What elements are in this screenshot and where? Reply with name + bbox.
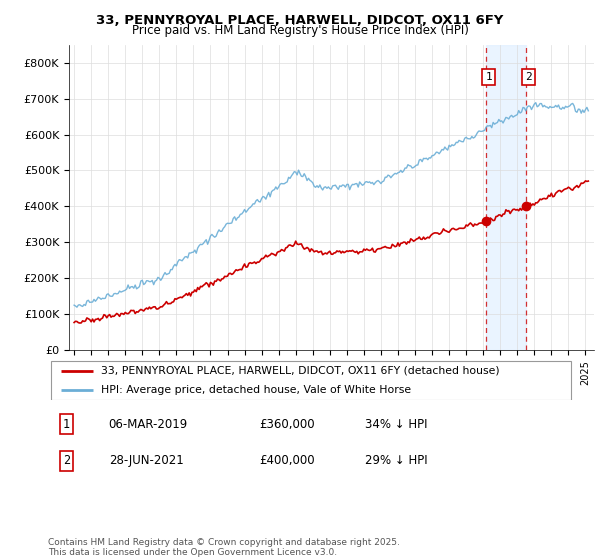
Text: 1: 1: [485, 72, 492, 82]
Text: £360,000: £360,000: [259, 418, 315, 431]
Text: 29% ↓ HPI: 29% ↓ HPI: [365, 454, 427, 468]
Text: 28-JUN-2021: 28-JUN-2021: [109, 454, 184, 468]
Text: HPI: Average price, detached house, Vale of White Horse: HPI: Average price, detached house, Vale…: [101, 385, 411, 394]
Text: 34% ↓ HPI: 34% ↓ HPI: [365, 418, 427, 431]
Text: Price paid vs. HM Land Registry's House Price Index (HPI): Price paid vs. HM Land Registry's House …: [131, 24, 469, 37]
Text: Contains HM Land Registry data © Crown copyright and database right 2025.
This d: Contains HM Land Registry data © Crown c…: [48, 538, 400, 557]
Text: 2: 2: [63, 454, 70, 468]
FancyBboxPatch shape: [50, 361, 571, 400]
Text: 33, PENNYROYAL PLACE, HARWELL, DIDCOT, OX11 6FY: 33, PENNYROYAL PLACE, HARWELL, DIDCOT, O…: [97, 14, 503, 27]
Text: 2: 2: [525, 72, 532, 82]
Text: 06-MAR-2019: 06-MAR-2019: [109, 418, 188, 431]
Bar: [486, 45, 526, 350]
Text: 33, PENNYROYAL PLACE, HARWELL, DIDCOT, OX11 6FY (detached house): 33, PENNYROYAL PLACE, HARWELL, DIDCOT, O…: [101, 366, 499, 376]
Text: £400,000: £400,000: [259, 454, 315, 468]
Text: 1: 1: [63, 418, 70, 431]
